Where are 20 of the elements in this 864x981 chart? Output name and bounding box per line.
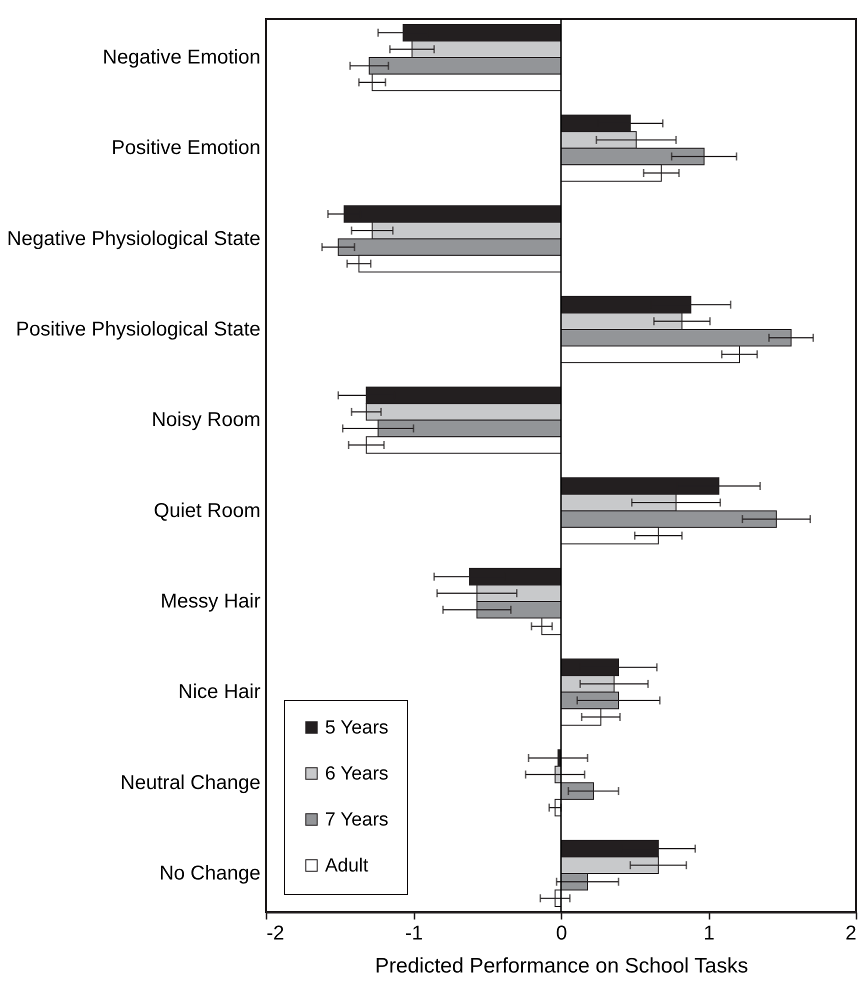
y-tick-label: Quiet Room xyxy=(154,500,260,522)
legend-label: 5 Years xyxy=(325,718,388,738)
y-tick-label: Neutral Change xyxy=(120,772,260,794)
x-tick-label: 0 xyxy=(556,922,568,944)
x-tick-label: -2 xyxy=(266,922,284,944)
y-tick-label: Nice Hair xyxy=(178,681,261,704)
legend-label: 7 Years xyxy=(325,810,388,830)
x-tick-label: -1 xyxy=(405,922,423,944)
y-tick-label: No Change xyxy=(159,862,260,884)
y-tick-label: Positive Physiological State xyxy=(16,318,260,341)
legend-label: 6 Years xyxy=(325,764,388,784)
y-tick-label: Negative Physiological State xyxy=(7,228,260,250)
y-tick-label: Negative Emotion xyxy=(102,46,260,69)
x-axis-title: Predicted Performance on School Tasks xyxy=(374,954,748,978)
y-tick-label: Messy Hair xyxy=(160,590,261,612)
x-tick-label: 1 xyxy=(703,922,715,944)
x-tick-label: 2 xyxy=(845,922,856,944)
y-tick-label: Positive Emotion xyxy=(112,137,260,160)
y-tick-label: Noisy Room xyxy=(152,409,260,432)
legend-label: Adult xyxy=(325,856,370,876)
